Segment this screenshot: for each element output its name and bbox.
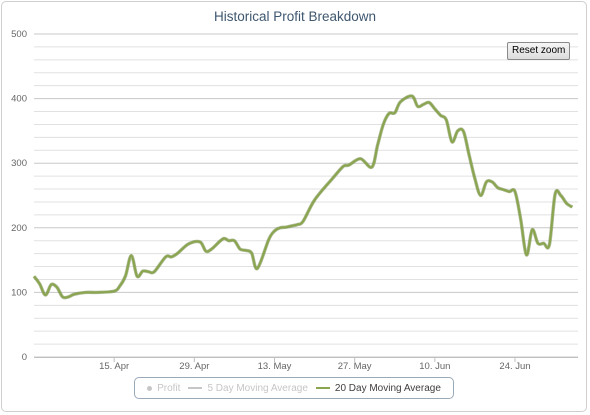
legend-label: Profit — [157, 382, 181, 394]
reset-zoom-button[interactable]: Reset zoom — [507, 42, 571, 60]
x-tick-label: 27. May — [338, 361, 372, 372]
legend-label: 20 Day Moving Average — [334, 382, 441, 394]
chart-title: Historical Profit Breakdown — [214, 9, 376, 24]
legend-item[interactable]: Profit — [147, 383, 180, 394]
y-tick-label: 0 — [22, 352, 27, 363]
legend-item[interactable]: 5 Day Moving Average — [188, 382, 308, 394]
x-tick-label: 29. Apr — [179, 361, 209, 372]
x-tick-label: 15. Apr — [99, 361, 129, 372]
x-tick-label: 10. Jun — [419, 361, 450, 372]
y-tick-label: 300 — [11, 158, 27, 169]
y-tick-label: 200 — [11, 223, 27, 234]
y-tick-label: 100 — [11, 287, 27, 298]
series-line-shadow — [32, 94, 574, 300]
y-tick-label: 500 — [11, 29, 27, 40]
legend-line-icon — [315, 387, 330, 389]
legend-item[interactable]: 20 Day Moving Average — [315, 382, 441, 394]
y-tick-label: 400 — [11, 94, 27, 105]
x-tick-label: 13. May — [258, 361, 292, 372]
legend-dot-icon — [147, 385, 153, 391]
legend-label: 5 Day Moving Average — [207, 382, 308, 394]
legend-line-icon — [188, 387, 203, 389]
legend: Profit 5 Day Moving Average 20 Day Moving … — [134, 377, 454, 399]
x-tick-label: 24. Jun — [499, 361, 530, 372]
series-line — [33, 94, 573, 299]
